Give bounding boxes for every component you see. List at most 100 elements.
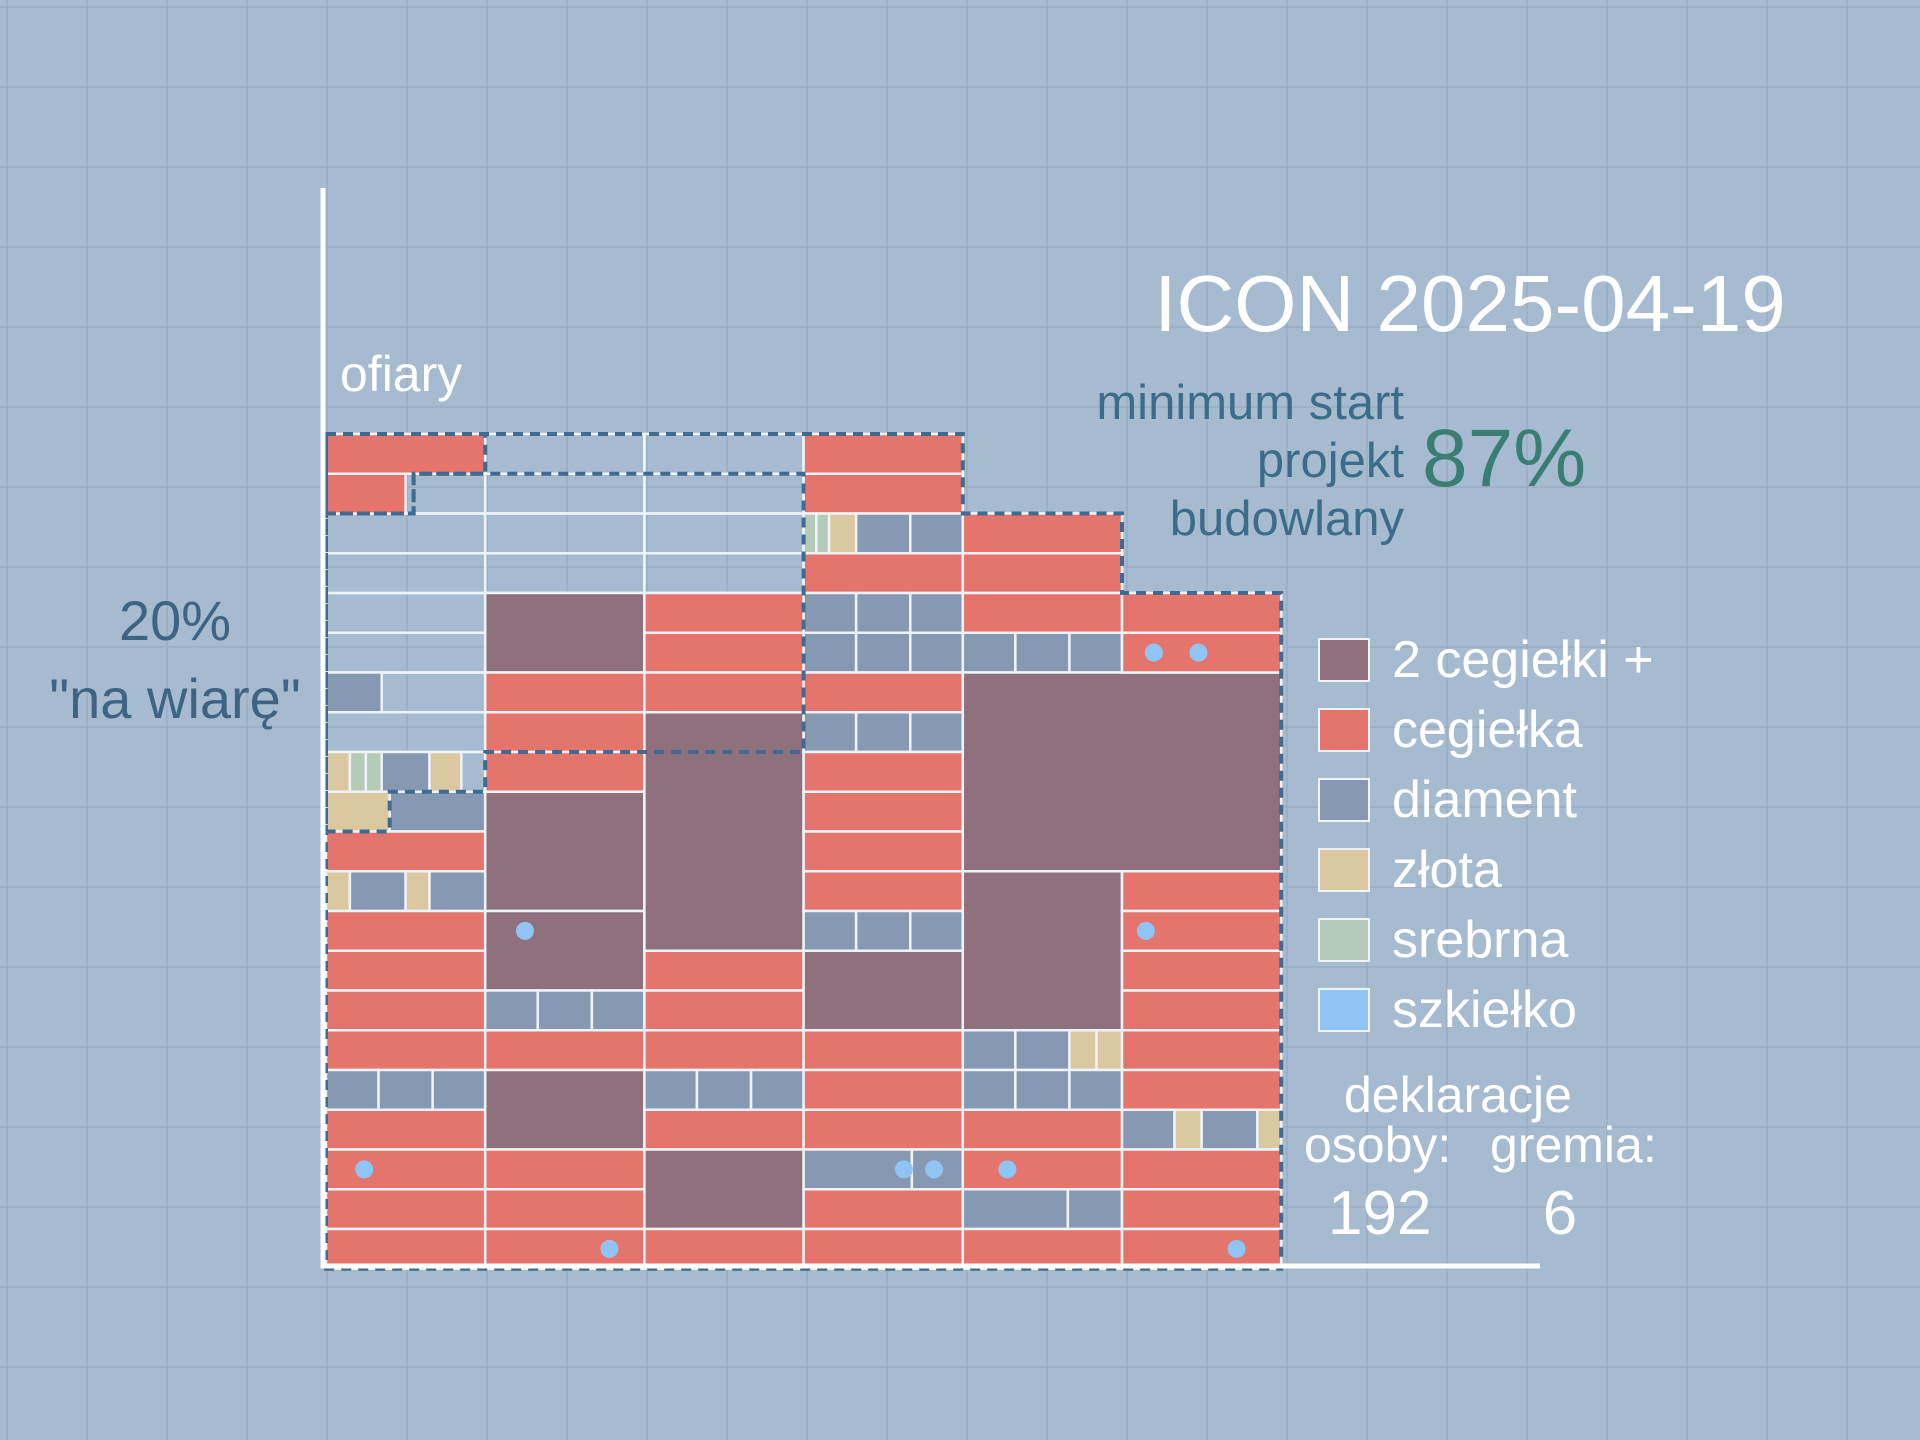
brick-diamond [802, 711, 858, 754]
empty-brick-cell [324, 512, 487, 555]
dashed-outlines [324, 432, 1284, 1271]
faith-outline [324, 471, 806, 834]
brick-diamond [388, 790, 487, 833]
brick-brick [802, 472, 965, 515]
brick-silver [364, 750, 383, 793]
legend-label: szkiełko [1392, 981, 1577, 1039]
brick-brick [483, 1188, 646, 1231]
brick-brick [324, 1188, 487, 1231]
brick-plus2 [643, 711, 805, 952]
brick-diamond [1014, 1029, 1071, 1072]
empty-brick-cell [324, 552, 487, 595]
brick-diamond [802, 591, 858, 634]
osoby-count: 192 [1328, 1179, 1432, 1248]
brick-diamond [909, 711, 965, 754]
brick-silver [348, 750, 368, 793]
brick-brick [324, 472, 407, 515]
brick-brick [324, 1148, 487, 1191]
brick-diamond [854, 909, 912, 952]
brick-brick [324, 989, 487, 1032]
brick-brick [324, 1029, 487, 1072]
empty-brick-cell [324, 591, 487, 634]
brick-diamond [854, 512, 912, 555]
top-outline [324, 432, 1284, 1271]
brick-gold [1068, 1029, 1098, 1072]
brick-diamond [431, 1068, 487, 1111]
brick-brick [324, 1108, 487, 1151]
brick-gold [324, 790, 391, 833]
brick-brick [483, 1148, 646, 1191]
brick-diamond [1066, 1188, 1124, 1231]
y-axis-label: ofiary [340, 346, 463, 402]
declarations-heading: deklaracje [1344, 1067, 1572, 1123]
legend-label: diament [1392, 771, 1577, 829]
brick-brick [802, 1188, 965, 1231]
brick-plus2 [643, 1148, 805, 1231]
brick-gold [827, 512, 858, 555]
brick-diamond [909, 631, 965, 674]
brick-brick [324, 432, 487, 475]
brick-diamond [854, 631, 912, 674]
brick-diamond [802, 1148, 914, 1191]
glass-marker [1144, 643, 1163, 662]
brick-diamond [483, 989, 539, 1032]
brick-gold [1095, 1029, 1124, 1072]
brick-diamond [1120, 1108, 1176, 1151]
brick-plus2 [483, 591, 646, 674]
brick-brick [961, 1148, 1124, 1191]
axes [320, 188, 1540, 1269]
glass-marker [600, 1239, 619, 1258]
empty-brick-cell [483, 512, 646, 555]
brick-brick [961, 1227, 1124, 1270]
brick-plus2 [483, 909, 646, 992]
brick-plus2 [802, 949, 965, 1032]
brick-gold [1173, 1108, 1203, 1151]
brick-diamond [428, 870, 487, 913]
brick-brick [1120, 1148, 1283, 1191]
brick-brick [802, 1108, 965, 1151]
legend-label: 2 cegiełki + [1392, 631, 1654, 689]
glass-marker [516, 921, 534, 940]
legend-label: srebrna [1392, 911, 1569, 969]
brick-diamond [802, 909, 858, 952]
brick-brick [483, 711, 646, 754]
brick-brick [643, 949, 805, 992]
brick-diamond [802, 631, 858, 674]
brick-brick [1120, 989, 1283, 1032]
brick-plus2 [483, 1068, 646, 1151]
brick-brick [802, 1227, 965, 1270]
brick-plus2 [483, 790, 646, 913]
brick-diamond [324, 1068, 380, 1111]
brick-brick [802, 830, 965, 873]
brick-brick [961, 591, 1124, 634]
brick-brick [483, 671, 646, 714]
brick-brick [324, 909, 487, 952]
empty-brick-cell [483, 552, 646, 595]
brick-brick [643, 1029, 805, 1072]
brick-brick [483, 1029, 646, 1072]
empty-brick-cell [483, 472, 646, 515]
legend-swatch-diamond [1318, 778, 1370, 822]
legend-swatch-plus2 [1318, 638, 1370, 682]
minimum-start-label: minimum start projekt budowlany [1096, 376, 1404, 546]
legend-swatch-silver [1318, 918, 1370, 962]
brick-gold [324, 750, 352, 793]
glass-marker [1189, 643, 1208, 662]
glass-marker [355, 1160, 374, 1179]
brick-brick [643, 591, 805, 634]
brick-diamond [1068, 631, 1124, 674]
glass-marker [894, 1160, 913, 1179]
brick-brick [802, 671, 965, 714]
brick-brick [324, 830, 487, 873]
brick-diamond [961, 631, 1017, 674]
brick-brick [802, 1068, 965, 1111]
brick-brick [961, 1108, 1124, 1151]
brick-diamond [854, 711, 912, 754]
legend-label: złota [1392, 841, 1502, 899]
glass-marker [925, 1160, 944, 1179]
brick-brick [802, 552, 965, 595]
brick-brick [1120, 1068, 1283, 1111]
brick-diamond [377, 1068, 434, 1111]
empty-brick-cell [643, 512, 805, 555]
